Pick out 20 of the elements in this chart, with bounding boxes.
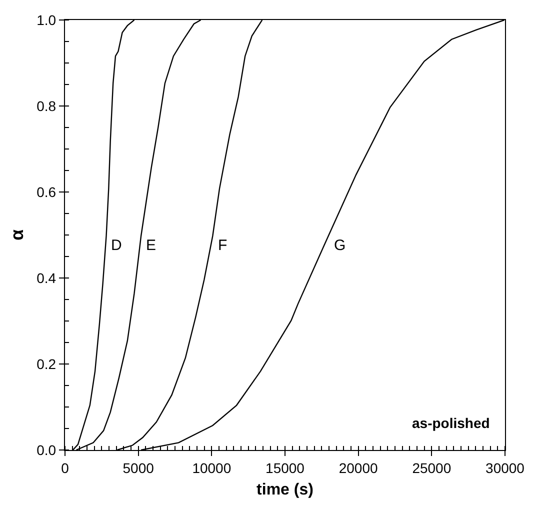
x-tick-label: 25000 [412,460,452,476]
y-axis-title: α [6,229,27,241]
y-tick-label: 0.4 [36,270,56,286]
x-tick-label: 0 [61,460,70,476]
x-tick-label: 15000 [266,460,305,476]
y-tick-label: 0.8 [36,98,56,114]
series-label: E [146,237,156,254]
annotation: as-polished [412,415,490,431]
x-tick-label: 10000 [192,460,232,476]
y-tick-label: 0.2 [36,356,56,372]
x-axis-title: time (s) [256,482,314,499]
x-tick-label: 30000 [486,460,525,476]
series-label: G [334,237,346,254]
y-tick-label: 0.0 [36,442,56,458]
x-tick-label: 5000 [122,460,154,476]
series-label: F [218,237,228,254]
series-label: D [111,237,122,254]
y-tick-label: 1.0 [36,12,56,28]
x-tick-label: 20000 [338,460,378,476]
y-tick-label: 0.6 [36,184,56,200]
